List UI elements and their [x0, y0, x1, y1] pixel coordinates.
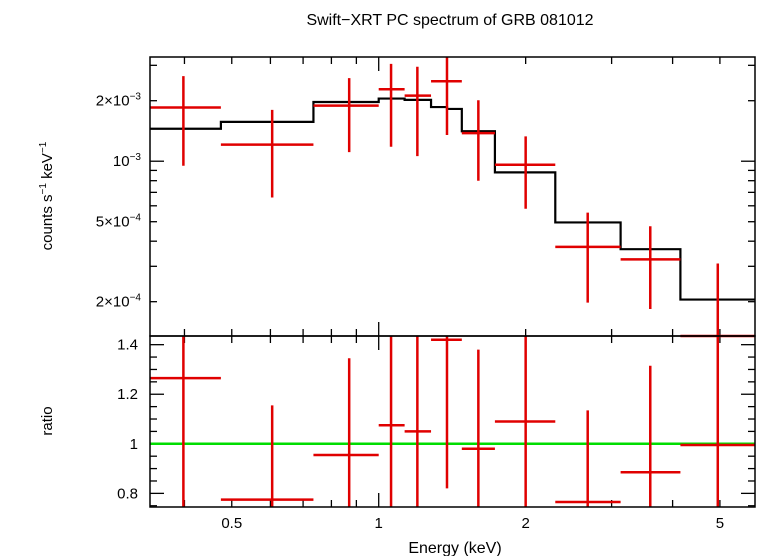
y-tick-label: 0.8: [117, 485, 138, 502]
ratio-point: [404, 336, 432, 507]
data-point: [620, 226, 681, 309]
model-step-line: [150, 97, 755, 301]
bottom-panel-y-tick-labels: 0.8 1 1.2 1.4: [117, 337, 138, 503]
ratio-point: [680, 336, 755, 507]
data-point: [378, 63, 405, 147]
y-tick-label: 2×10−4: [96, 293, 142, 311]
ratio-point: [431, 336, 462, 489]
data-point: [313, 78, 379, 153]
x-tick-label: 5: [716, 515, 724, 532]
ratio-point: [555, 410, 621, 507]
top-panel-data: [150, 57, 755, 338]
bottom-panel-frame: [149, 335, 756, 508]
top-y-axis-label: counts s−1 keV−1: [38, 141, 56, 250]
data-point: [461, 100, 495, 181]
ratio-point: [220, 405, 314, 507]
data-point: [494, 136, 556, 209]
data-point: [220, 109, 314, 198]
data-point: [150, 76, 221, 166]
ratio-point: [378, 336, 405, 507]
y-tick-label: 1.2: [117, 386, 138, 403]
top-panel-ticks: [150, 57, 755, 336]
bottom-panel-data: [150, 336, 755, 507]
x-axis-label: Energy (keV): [408, 540, 501, 556]
ratio-point: [150, 336, 221, 507]
bottom-y-axis-label: ratio: [39, 406, 56, 435]
data-point: [404, 66, 432, 157]
ratio-point: [620, 365, 681, 507]
y-tick-label: 1.4: [117, 337, 138, 354]
bottom-panel-ticks: [150, 336, 755, 507]
y-tick-label: 5×10−4: [96, 213, 142, 231]
panel-frames: [149, 56, 756, 508]
top-panel-y-tick-labels: 2×10−3 10−3 5×10−4 2×10−4: [96, 92, 142, 311]
ratio-point: [313, 358, 379, 507]
y-tick-label: 2×10−3: [96, 92, 142, 110]
chart-title: Swift−XRT PC spectrum of GRB 081012: [306, 12, 593, 29]
data-point: [431, 57, 462, 136]
top-panel-frame: [149, 56, 756, 337]
x-tick-label: 1: [375, 515, 383, 532]
data-point: [555, 212, 621, 303]
ratio-point: [461, 349, 495, 507]
y-tick-label: 10−3: [113, 152, 142, 170]
x-tick-labels: 0.5 1 2 5: [221, 515, 724, 532]
y-tick-label: 1: [130, 436, 138, 453]
x-tick-label: 2: [521, 515, 529, 532]
ratio-point: [494, 336, 556, 507]
x-tick-label: 0.5: [221, 515, 242, 532]
